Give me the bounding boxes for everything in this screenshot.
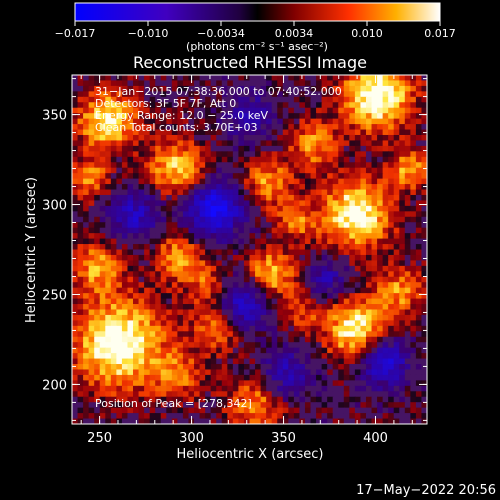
colorbar-tick-label: 0.0034 [275,27,314,40]
y-axis-label: Heliocentric Y (arcsec) [24,177,39,323]
colorbar-gradient [74,2,441,22]
y-tick-label: 350 [42,109,67,124]
info-total-counts: Clean Total counts: 3.70E+03 [95,121,258,134]
plot-frame [71,74,428,425]
colorbar-tick-label: 0.017 [424,27,456,40]
colorbar-tick-label: 0.010 [351,27,383,40]
axis-ticks: 250 300 350 400 200 250 300 350 [42,75,427,446]
y-tick-label: 300 [42,199,67,214]
x-tick-label: 250 [87,431,112,446]
colorbar-tick-label: −0.0034 [197,27,245,40]
plot-title: Reconstructed RHESSI Image [133,53,367,72]
peak-position-label: Position of Peak = [278,342] [95,397,252,410]
x-tick-label: 300 [179,431,204,446]
x-axis-label: Heliocentric X (arcsec) [177,447,324,462]
info-detectors: Detectors: 3F 5F 7F, Att 0 [95,97,236,110]
colorbar-ticks: −0.017 −0.010 −0.0034 0.0034 0.010 0.017 [55,21,456,40]
x-tick-label: 350 [271,431,296,446]
info-energy-range: Energy Range: 12.0 − 25.0 keV [95,109,269,122]
info-time-range: 31−Jan−2015 07:38:36.000 to 07:40:52.000 [95,85,342,98]
colorbar-unit-label: (photons cm⁻² s⁻¹ asec⁻²) [186,40,328,53]
x-tick-label: 400 [363,431,388,446]
colorbar: −0.017 −0.010 −0.0034 0.0034 0.010 0.017 (pho… [55,2,456,53]
y-tick-label: 200 [42,378,67,393]
image-info: 31−Jan−2015 07:38:36.000 to 07:40:52.000… [95,85,342,410]
y-tick-label: 250 [42,288,67,303]
colorbar-tick-label: −0.010 [128,27,169,40]
footer-timestamp: 17−May−2022 20:56 [356,483,496,498]
reconstructed-image [72,75,427,424]
colorbar-tick-label: −0.017 [55,27,96,40]
